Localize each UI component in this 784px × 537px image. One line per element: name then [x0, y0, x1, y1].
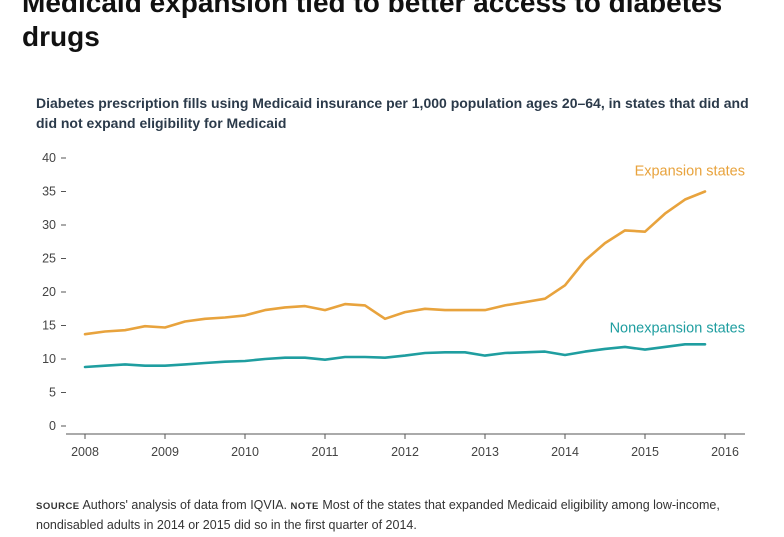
- y-tick-label: 0: [49, 419, 56, 433]
- chart-lines: [83, 190, 707, 369]
- x-tick-label: 2016: [711, 445, 739, 459]
- x-tick-label: 2011: [312, 445, 339, 459]
- y-tick-label: 5: [49, 386, 56, 400]
- source-text: Authors' analysis of data from IQVIA.: [82, 498, 288, 512]
- line-chart: 0 5 10 15 20 25 30 35 40 2008 2009 2010 2011 2012 2013…: [42, 151, 745, 459]
- y-tick-label: 25: [42, 252, 56, 266]
- chart-footer: SOURCE Authors' analysis of data from IQ…: [36, 496, 766, 535]
- x-tick-label: 2008: [71, 445, 99, 459]
- y-tick-label: 20: [42, 285, 56, 299]
- source-tag: SOURCE: [36, 501, 80, 512]
- chart-axes: 0 5 10 15 20 25 30 35 40 2008 2009 2010 2011 2012 2013…: [42, 151, 745, 459]
- x-tick-label: 2010: [231, 445, 259, 459]
- y-tick-label: 30: [42, 218, 56, 232]
- x-tick-label: 2009: [151, 445, 179, 459]
- y-tick-label: 15: [42, 319, 56, 333]
- note-tag: NOTE: [290, 501, 319, 512]
- series-label-nonexpansion: Nonexpansion states: [610, 320, 745, 336]
- x-tick-label: 2015: [631, 445, 659, 459]
- y-tick-label: 40: [42, 151, 56, 165]
- x-tick-label: 2014: [551, 445, 579, 459]
- series-line-nonexpansion: [83, 343, 707, 369]
- series-line-expansion: [83, 190, 707, 336]
- series-label-expansion: Expansion states: [635, 164, 745, 180]
- y-tick-label: 10: [42, 352, 56, 366]
- headline: Medicaid expansion tied to better access…: [22, 0, 723, 52]
- note-text: Most of the states that expanded Medicai…: [36, 498, 720, 532]
- series-labels: Expansion states Nonexpansion states: [610, 164, 745, 337]
- x-tick-label: 2012: [391, 445, 419, 459]
- chart-title: Diabetes prescription fills using Medica…: [36, 95, 749, 131]
- x-tick-label: 2013: [471, 445, 499, 459]
- y-tick-label: 35: [42, 185, 56, 199]
